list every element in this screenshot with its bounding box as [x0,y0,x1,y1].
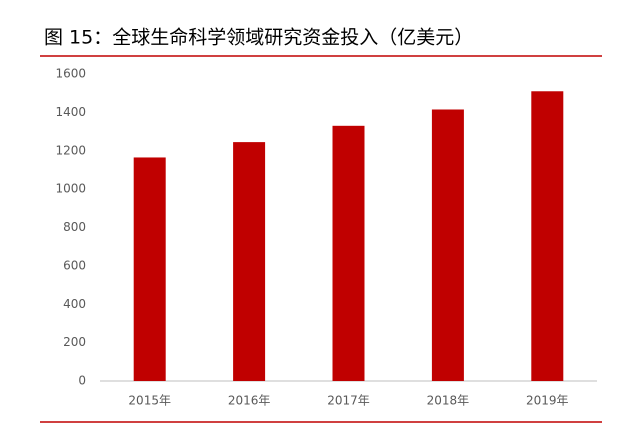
bar [233,142,266,381]
y-tick-label: 1000 [55,182,86,196]
y-tick-label: 800 [63,220,86,234]
x-tick-label: 2016年 [228,394,271,408]
bar [531,91,564,382]
x-tick-label: 2017年 [327,394,370,408]
x-tick-label: 2018年 [427,394,470,408]
y-tick-label: 0 [78,374,86,388]
bar [431,109,464,381]
bar [133,157,166,381]
chart-title: 图 15：全球生命科学领域研究资金投入（亿美元） [44,27,473,49]
y-tick-label: 400 [63,297,86,311]
x-tick-label: 2015年 [128,394,171,408]
bar [332,125,365,382]
x-tick-label: 2019年 [526,394,569,408]
y-tick-label: 600 [63,258,86,272]
y-tick-label: 200 [63,335,86,349]
y-tick-label: 1200 [55,143,86,157]
y-tick-label: 1600 [55,67,86,81]
y-tick-label: 1400 [55,105,86,119]
